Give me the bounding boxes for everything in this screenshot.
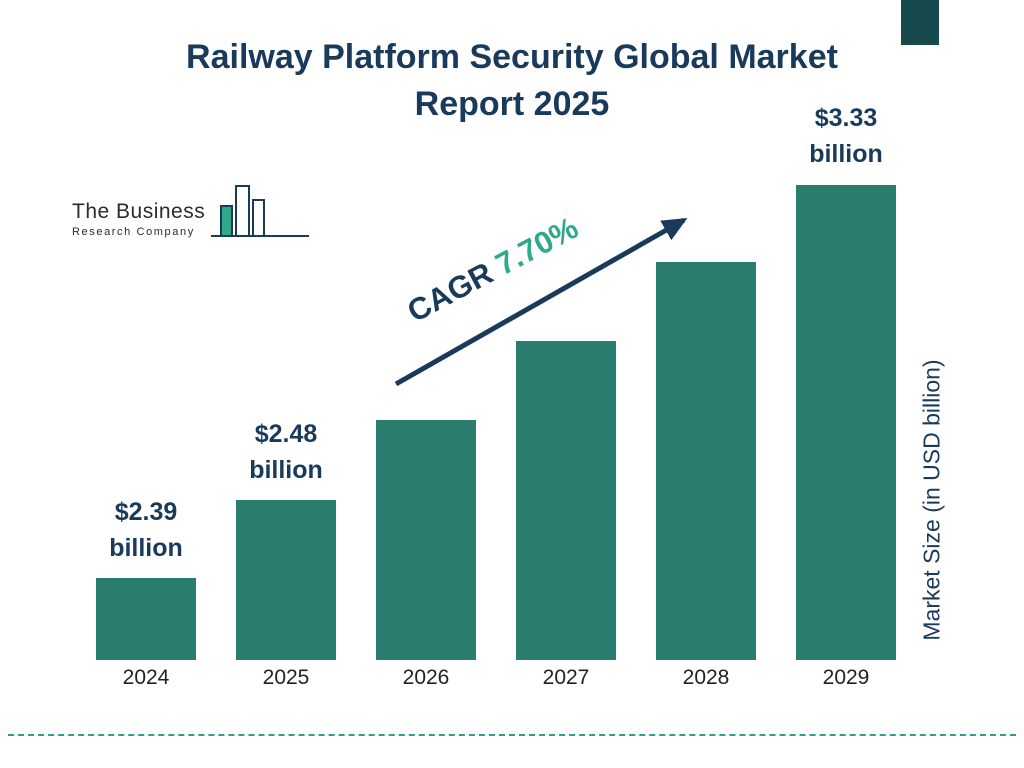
bar-value-label-2029: $3.33 billion — [809, 104, 883, 169]
bar-2025 — [236, 500, 336, 660]
bar-2028 — [656, 262, 756, 660]
bar-2027 — [516, 341, 616, 660]
company-logo: The Business Research Company — [72, 180, 311, 249]
bottom-dashed-divider — [8, 734, 1016, 736]
bar-2024 — [96, 578, 196, 660]
bar-group-2025: $2.48 billion 2025 — [236, 100, 336, 695]
x-axis-label-2025: 2025 — [262, 665, 310, 689]
growth-arrow-icon — [394, 217, 688, 387]
logo-text: The Business Research Company — [72, 200, 205, 238]
logo-name-line2: Research Company — [72, 226, 195, 238]
bar-group-2029: $3.33 billion 2029 — [796, 100, 896, 695]
corner-accent — [901, 0, 939, 45]
bar-group-2027: 2027 — [516, 100, 616, 695]
y-axis-label: Market Size (in USD billion) — [918, 359, 945, 641]
page-title: Railway Platform Security Global Market … — [186, 38, 838, 123]
x-axis-label-2027: 2027 — [542, 665, 590, 689]
bar-group-2026: 2026 — [376, 100, 476, 695]
x-axis-label-2028: 2028 — [682, 665, 730, 689]
x-axis-label-2024: 2024 — [122, 665, 170, 689]
x-axis-label-2029: 2029 — [822, 665, 870, 689]
bar-group-2024: $2.39 billion 2024 — [96, 100, 196, 695]
bar-chart: $2.39 billion 2024 $2.48 billion 2025 2026 2027… — [96, 100, 896, 695]
x-axis-label-2026: 2026 — [402, 665, 450, 689]
bar-value-label-2024: $2.39 billion — [109, 497, 183, 562]
bar-2029 — [796, 184, 896, 661]
bar-value-label-2025: $2.48 billion — [249, 419, 323, 484]
logo-bar-chart-icon — [211, 180, 311, 249]
bar-2026 — [376, 420, 476, 660]
logo-name-line1: The Business — [72, 200, 206, 223]
bar-group-2028: 2028 — [656, 100, 756, 695]
